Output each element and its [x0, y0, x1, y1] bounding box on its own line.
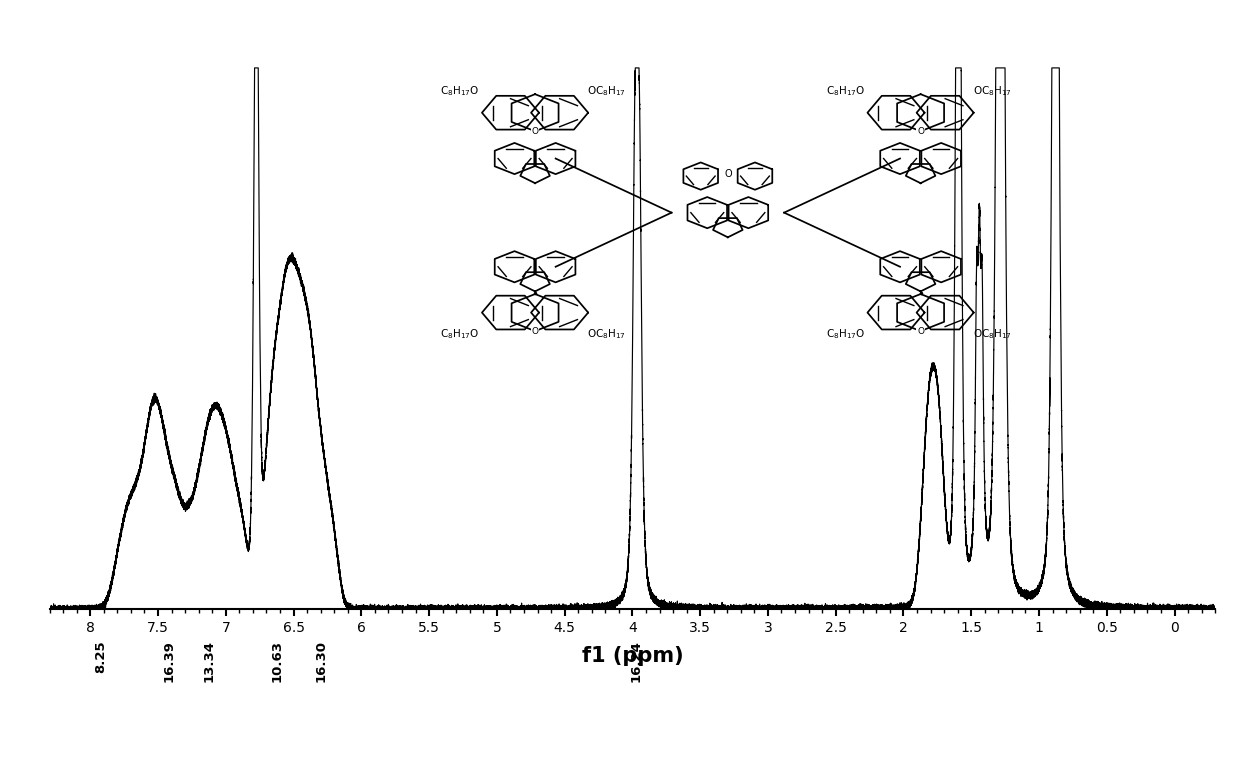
X-axis label: f1 (ppm): f1 (ppm) — [582, 646, 683, 666]
Text: 16.39: 16.39 — [162, 640, 175, 682]
Text: 16.30: 16.30 — [314, 640, 327, 682]
Text: 8.25: 8.25 — [94, 640, 108, 673]
Text: 13.34: 13.34 — [203, 640, 216, 682]
Text: 16.24: 16.24 — [630, 640, 644, 682]
Text: 10.63: 10.63 — [270, 640, 284, 682]
